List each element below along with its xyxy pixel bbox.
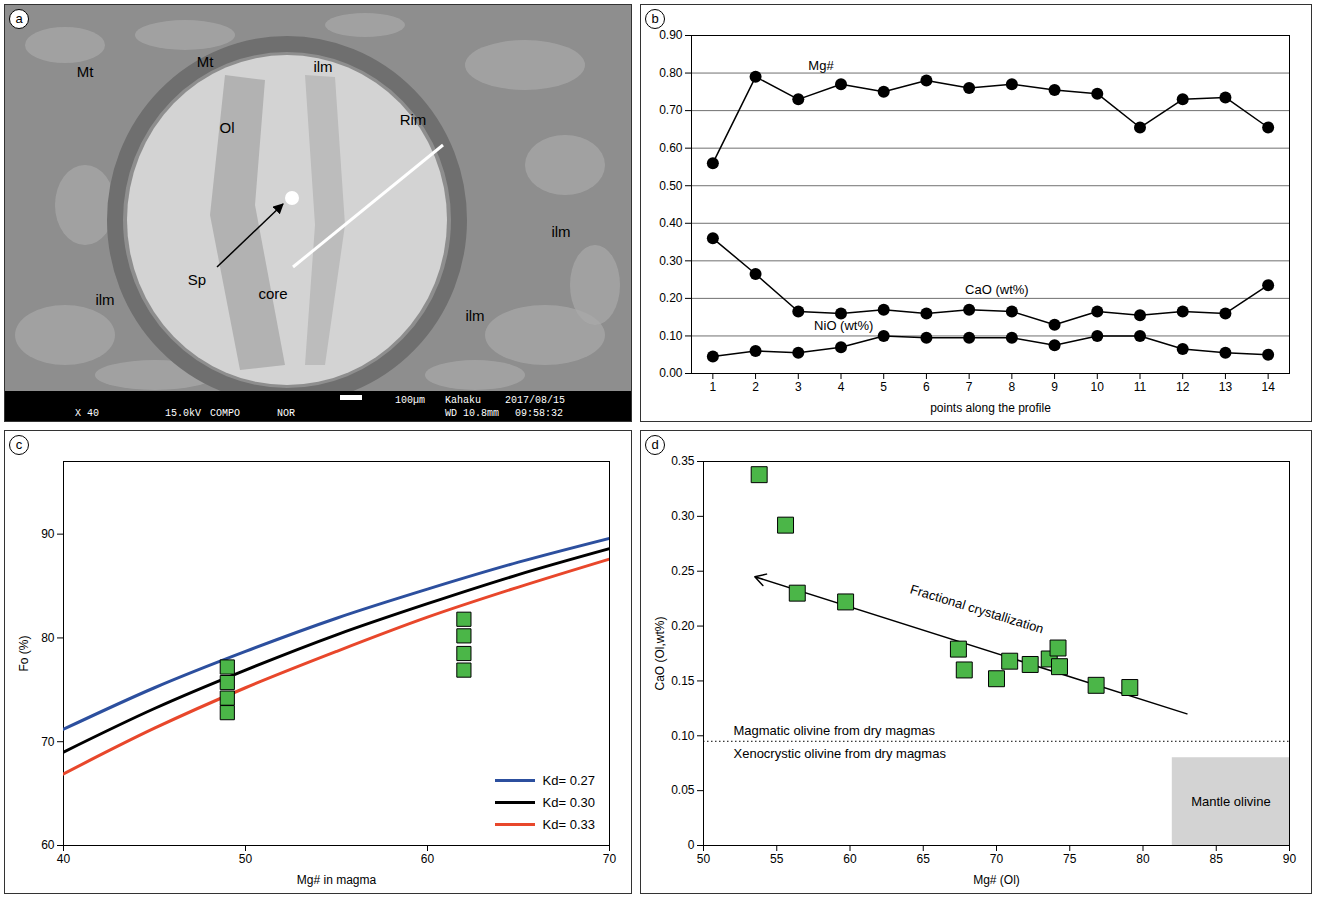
svg-text:0.05: 0.05	[671, 783, 695, 797]
svg-text:8: 8	[1009, 380, 1016, 394]
svg-text:Mg#: Mg#	[808, 58, 834, 73]
svg-text:90: 90	[41, 527, 55, 541]
svg-text:0: 0	[688, 838, 695, 852]
svg-text:NOR: NOR	[277, 408, 295, 419]
svg-text:0.50: 0.50	[659, 179, 683, 193]
svg-text:Xenocrystic olivine from dry m: Xenocrystic olivine from dry magmas	[734, 746, 947, 761]
svg-text:9: 9	[1051, 380, 1058, 394]
svg-text:80: 80	[1136, 852, 1150, 866]
svg-text:70: 70	[990, 852, 1004, 866]
svg-text:0.35: 0.35	[671, 454, 695, 468]
svg-text:85: 85	[1210, 852, 1224, 866]
svg-text:09:58:32: 09:58:32	[515, 408, 563, 419]
svg-text:Kahaku: Kahaku	[445, 395, 481, 406]
svg-text:11: 11	[1134, 380, 1147, 394]
svg-text:0.70: 0.70	[659, 103, 683, 117]
html-text:b: b	[651, 11, 659, 26]
svg-text:60: 60	[41, 838, 55, 852]
svg-text:Mg# (Ol): Mg# (Ol)	[973, 873, 1020, 887]
svg-text:80: 80	[41, 631, 55, 645]
html-text:Kd= 0.27: Kd= 0.27	[542, 772, 595, 788]
svg-text:ilm: ilm	[465, 307, 484, 324]
svg-text:Mg# in magma: Mg# in magma	[297, 873, 377, 887]
svg-text:points along the profile: points along the profile	[930, 401, 1051, 415]
svg-text:Fractional crystallization: Fractional crystallization	[908, 581, 1045, 636]
svg-text:4: 4	[838, 380, 845, 394]
svg-text:6: 6	[923, 380, 930, 394]
svg-text:Fo (%): Fo (%)	[17, 635, 31, 671]
svg-text:Mantle olivine: Mantle olivine	[1191, 794, 1271, 809]
svg-text:core: core	[258, 285, 287, 302]
svg-text:14: 14	[1261, 380, 1275, 394]
svg-text:0.40: 0.40	[659, 216, 683, 230]
svg-text:Magmatic olivine from dry magm: Magmatic olivine from dry magmas	[734, 723, 936, 738]
svg-text:Mt: Mt	[77, 63, 94, 80]
svg-text:90: 90	[1283, 852, 1297, 866]
svg-text:100µm: 100µm	[395, 395, 425, 406]
html-text:d: d	[651, 437, 659, 452]
svg-text:13: 13	[1219, 380, 1233, 394]
svg-text:COMPO: COMPO	[210, 408, 240, 419]
svg-text:Rim: Rim	[400, 111, 427, 128]
svg-text:Mt: Mt	[197, 53, 214, 70]
svg-text:0.00: 0.00	[659, 366, 683, 380]
svg-text:CaO (wt%): CaO (wt%)	[965, 282, 1029, 297]
html-text:a: a	[15, 11, 23, 26]
svg-text:0.80: 0.80	[659, 66, 683, 80]
html-text:Kd= 0.30: Kd= 0.30	[542, 794, 595, 810]
svg-text:X 40: X 40	[75, 408, 99, 419]
svg-text:7: 7	[966, 380, 973, 394]
svg-text:0.10: 0.10	[671, 729, 695, 743]
svg-text:0.30: 0.30	[671, 509, 695, 523]
svg-text:0.90: 0.90	[659, 28, 683, 42]
svg-text:70: 70	[603, 852, 617, 866]
svg-text:0.10: 0.10	[659, 329, 683, 343]
svg-text:10: 10	[1091, 380, 1105, 394]
svg-text:0.25: 0.25	[671, 564, 695, 578]
svg-text:0.20: 0.20	[671, 619, 695, 633]
svg-text:70: 70	[41, 735, 55, 749]
svg-text:0.30: 0.30	[659, 254, 683, 268]
svg-text:NiO (wt%): NiO (wt%)	[814, 318, 873, 333]
svg-text:40: 40	[57, 852, 71, 866]
svg-text:15.0kV: 15.0kV	[165, 408, 201, 419]
svg-text:1: 1	[710, 380, 717, 394]
html-text:Kd= 0.33: Kd= 0.33	[542, 816, 595, 832]
svg-text:50: 50	[697, 852, 711, 866]
svg-text:12: 12	[1176, 380, 1190, 394]
svg-text:3: 3	[795, 380, 802, 394]
svg-text:0.60: 0.60	[659, 141, 683, 155]
svg-text:ilm: ilm	[313, 58, 332, 75]
svg-text:0.15: 0.15	[671, 674, 695, 688]
svg-text:CaO (Ol,wt%): CaO (Ol,wt%)	[653, 616, 667, 690]
svg-text:2017/08/15: 2017/08/15	[505, 395, 565, 406]
svg-text:Ol: Ol	[220, 119, 235, 136]
svg-text:55: 55	[770, 852, 784, 866]
svg-text:0.20: 0.20	[659, 291, 683, 305]
svg-text:WD 10.8mm: WD 10.8mm	[445, 408, 499, 419]
svg-text:5: 5	[880, 380, 887, 394]
svg-text:60: 60	[421, 852, 435, 866]
svg-text:60: 60	[843, 852, 857, 866]
svg-text:50: 50	[239, 852, 253, 866]
html-text:c: c	[15, 437, 23, 452]
svg-text:2: 2	[752, 380, 759, 394]
svg-text:75: 75	[1063, 852, 1077, 866]
svg-text:65: 65	[917, 852, 931, 866]
svg-text:ilm: ilm	[551, 223, 570, 240]
svg-text:Sp: Sp	[188, 271, 206, 288]
svg-text:ilm: ilm	[95, 291, 114, 308]
